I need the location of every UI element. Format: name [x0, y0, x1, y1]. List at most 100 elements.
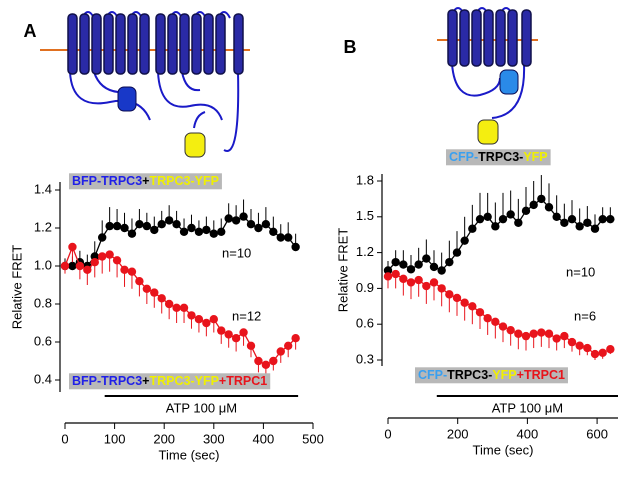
data-point [468, 302, 477, 311]
label-part: CFP- [418, 368, 447, 382]
data-point [437, 266, 446, 275]
data-point [150, 288, 159, 297]
panel-label: B [344, 37, 357, 57]
data-point [498, 322, 508, 331]
data-point [209, 229, 218, 238]
data-point [68, 261, 77, 271]
label-part: + [142, 174, 149, 188]
data-point [231, 216, 241, 225]
data-point [483, 212, 492, 221]
data-point [224, 330, 233, 339]
x-tick-label: 0 [384, 426, 391, 441]
data-point [452, 293, 462, 303]
data-point [202, 225, 211, 235]
data-point [120, 223, 129, 233]
data-point [422, 254, 431, 263]
y-tick-label: 0.4 [34, 371, 52, 386]
y-axis-title: Relative FRET [335, 228, 350, 313]
label-part: BFP-TRPC3 [72, 374, 142, 388]
annotation: n=10 [566, 264, 595, 279]
y-tick-label: 1.8 [356, 172, 374, 187]
data-point [83, 265, 92, 274]
data-point [483, 314, 492, 323]
data-point [460, 298, 469, 307]
data-point [406, 265, 416, 274]
label-part: TRPC3-YFP [149, 374, 218, 388]
data-point [284, 341, 293, 350]
x-tick-label: 0 [61, 431, 68, 446]
label-text: BFP-TRPC3+TRPC3-YFP [72, 174, 219, 188]
data-point [560, 331, 569, 341]
label-part: CFP- [449, 150, 478, 164]
label-background [415, 367, 568, 384]
series [383, 175, 615, 275]
data-point [491, 222, 500, 231]
data-point [187, 223, 196, 233]
x-tick-label: 200 [153, 431, 175, 446]
data-point [560, 218, 569, 227]
data-point [284, 233, 293, 242]
x-tick-label: 400 [253, 431, 275, 446]
stimulus-label: ATP 100 μM [492, 400, 563, 415]
data-point [112, 256, 122, 265]
data-point [391, 269, 400, 279]
data-point [179, 227, 189, 236]
annotation: n=6 [574, 308, 596, 323]
data-point [202, 318, 211, 328]
label-part: BFP-TRPC3 [72, 174, 142, 188]
data-point [291, 334, 300, 343]
data-point [90, 258, 99, 267]
channel-cartoon-b [437, 7, 538, 145]
label-part: +TRPC1 [219, 374, 267, 388]
data-point [468, 224, 477, 233]
y-tick-label: 0.9 [356, 280, 374, 295]
label-part: TRPC3- [478, 150, 523, 164]
construct-label: BFP-TRPC3+TRPC3-YFP+TRPC1 [69, 373, 271, 390]
data-point [217, 227, 226, 236]
data-point [172, 303, 181, 312]
data-point [606, 214, 615, 224]
data-point [575, 222, 584, 231]
data-point [142, 221, 152, 231]
y-tick-label: 1.4 [34, 181, 52, 196]
data-point [552, 212, 561, 221]
construct-label: CFP-TRPC3-YFP [446, 149, 551, 166]
label-background [69, 173, 222, 190]
data-point [246, 220, 256, 229]
label-text: CFP-TRPC3-YFP [449, 150, 548, 164]
y-tick-label: 0.8 [34, 295, 52, 310]
data-point [537, 194, 546, 204]
data-point [187, 311, 196, 320]
label-part: + [142, 374, 149, 388]
x-tick-label: 500 [302, 431, 324, 446]
data-point [164, 299, 174, 309]
data-point [276, 233, 285, 242]
data-point [261, 360, 271, 369]
x-axis-title: Time (sec) [473, 442, 534, 457]
data-point [598, 348, 607, 358]
data-point [437, 284, 446, 293]
data-point [150, 225, 159, 235]
data-point [506, 210, 515, 219]
data-point [142, 284, 152, 293]
data-point [544, 203, 554, 212]
y-axis-title: Relative FRET [9, 245, 24, 330]
data-point [239, 212, 248, 221]
label-part: TRPC3-YFP [149, 174, 218, 188]
construct-label: CFP-TRPC3-YFP+TRPC1 [415, 367, 568, 384]
data-point [544, 329, 554, 338]
data-point [179, 303, 189, 312]
data-point [209, 315, 218, 324]
data-point [521, 331, 531, 341]
data-point [98, 252, 107, 261]
data-point [261, 220, 271, 229]
label-part: TRPC3- [447, 368, 492, 382]
data-point [414, 260, 423, 269]
data-point [583, 343, 592, 353]
data-point [391, 257, 400, 267]
data-point [537, 328, 546, 337]
data-point [475, 214, 485, 224]
data-point [514, 218, 523, 227]
y-tick-label: 1.2 [356, 244, 374, 259]
